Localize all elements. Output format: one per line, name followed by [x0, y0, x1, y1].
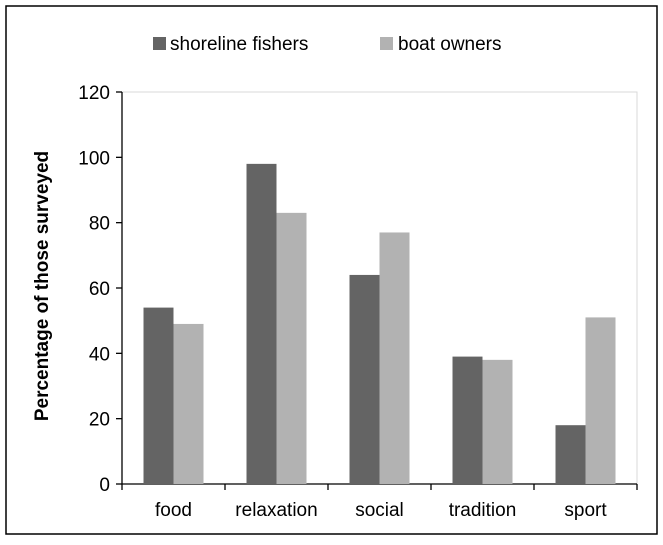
- x-tick-label: sport: [564, 500, 607, 521]
- x-tick-label: food: [155, 500, 192, 521]
- bar-shoreline-fishers-sport: [555, 425, 586, 484]
- bar-boat-owners-tradition: [482, 359, 513, 484]
- bar-boat-owners-social: [379, 232, 410, 484]
- x-tick-label: relaxation: [235, 500, 317, 521]
- bar-shoreline-fishers-tradition: [452, 356, 483, 484]
- y-tick-label: 0: [99, 475, 110, 496]
- y-tick-label: 20: [89, 410, 110, 431]
- bar-boat-owners-food: [173, 323, 204, 484]
- bar-shoreline-fishers-relaxation: [246, 163, 277, 484]
- bar-shoreline-fishers-food: [143, 307, 174, 484]
- x-tick-label: tradition: [449, 500, 517, 521]
- y-tick-label: 120: [78, 83, 110, 104]
- bar-boat-owners-relaxation: [276, 212, 307, 484]
- chart-border: [5, 5, 658, 535]
- y-axis-label: Percentage of those surveyed: [32, 151, 53, 421]
- y-tick-label: 100: [78, 148, 110, 169]
- plot-area: 0 20 40 60 80 100 120 food relaxation social tradi…: [78, 83, 638, 521]
- bar-boat-owners-sport: [585, 317, 616, 484]
- legend-label-shoreline-fishers: shoreline fishers: [170, 34, 308, 55]
- x-tick-label: social: [355, 500, 404, 521]
- y-tick-label: 80: [89, 214, 110, 235]
- y-tick-label: 40: [89, 344, 110, 365]
- legend-swatch-shoreline-fishers: [153, 37, 166, 50]
- legend-label-boat-owners: boat owners: [398, 34, 502, 55]
- y-tick-label: 60: [89, 279, 110, 300]
- bar-shoreline-fishers-social: [349, 274, 380, 484]
- legend: shoreline fishers boat owners: [153, 34, 502, 55]
- legend-swatch-boat-owners: [380, 37, 393, 50]
